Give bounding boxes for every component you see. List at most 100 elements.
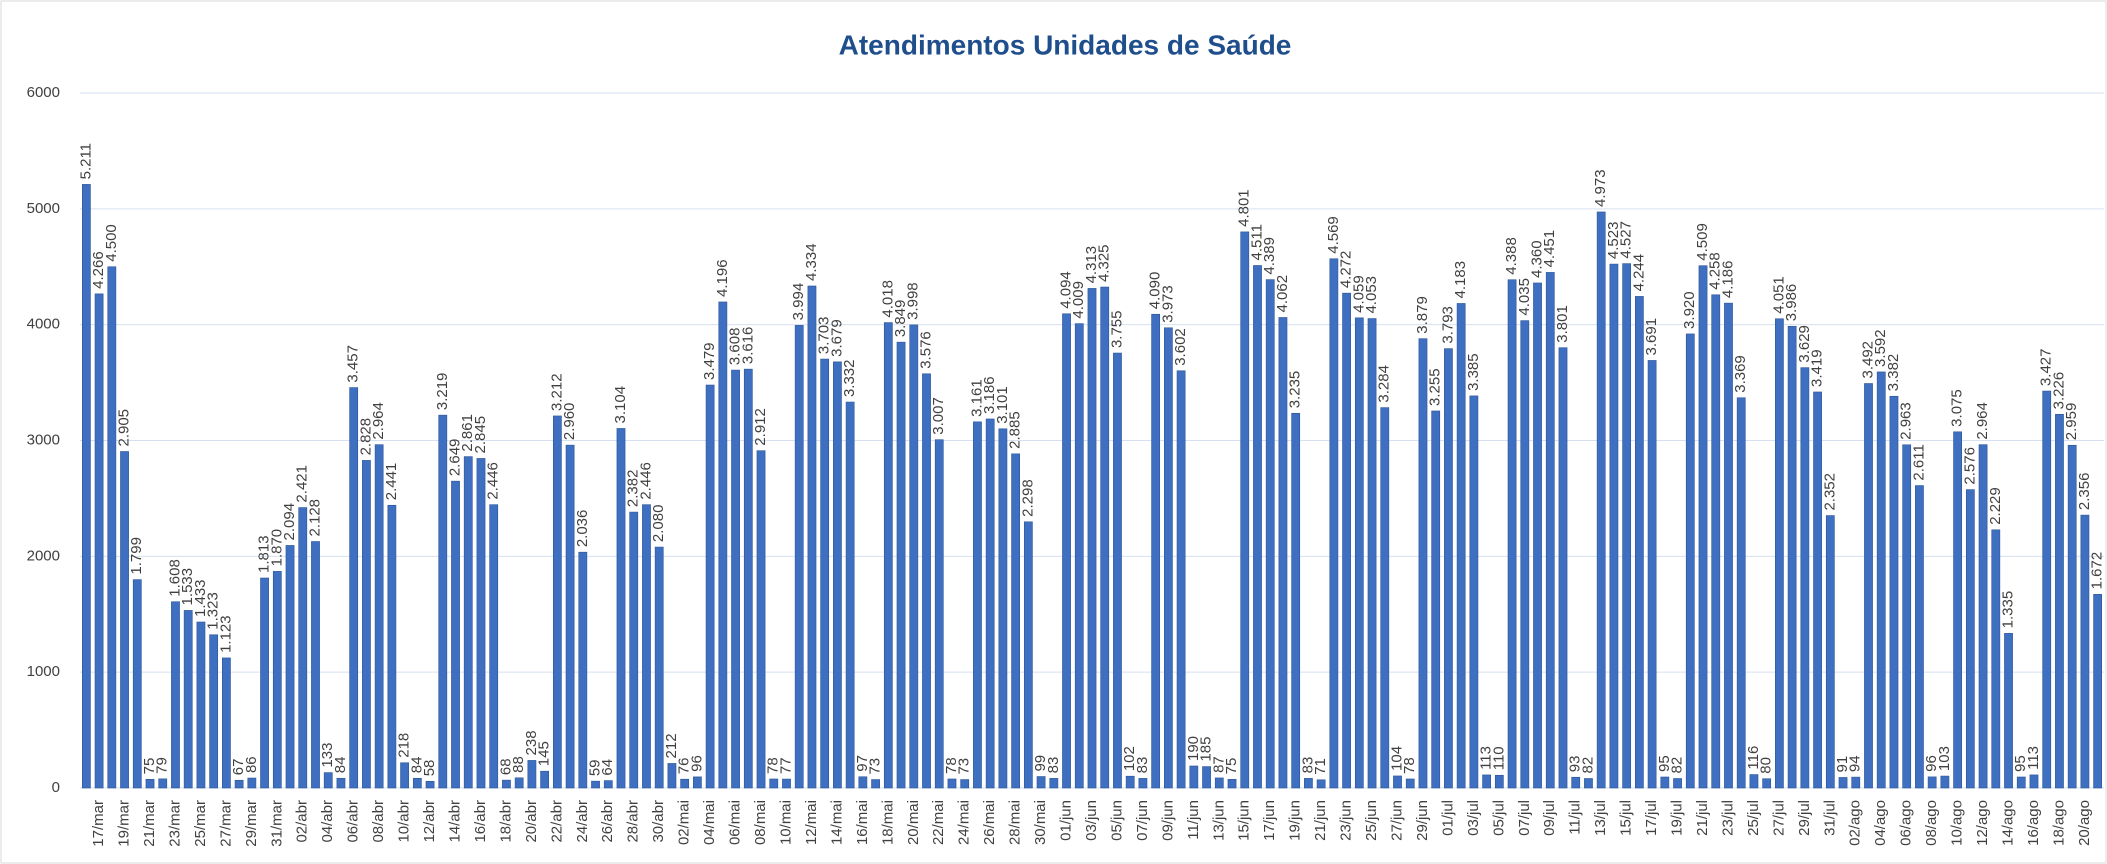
data-label: 3.576 — [917, 331, 934, 369]
bar — [1227, 779, 1237, 789]
data-label: 4.973 — [1592, 169, 1609, 207]
data-label: 113 — [2025, 746, 2042, 770]
x-tick-label: 29/jun — [1414, 800, 1431, 841]
bar — [769, 778, 779, 789]
data-label: 4.527 — [1618, 221, 1635, 259]
data-label: 102 — [1121, 746, 1138, 771]
x-tick-label: 26/abr — [599, 800, 616, 843]
data-label: 68 — [497, 758, 514, 775]
bar — [1176, 370, 1186, 789]
x-tick-label: 13/jul — [1592, 800, 1609, 836]
x-tick-label: 04/ago — [1872, 800, 1889, 846]
bar — [909, 324, 919, 789]
bar — [1622, 263, 1632, 789]
y-tick-label: 4000 — [27, 316, 60, 333]
x-tick-label: 20/mai — [905, 800, 922, 845]
bar — [1316, 779, 1326, 789]
x-tick-label: 07/jul — [1516, 800, 1533, 836]
data-label: 1.123 — [217, 615, 234, 653]
bar — [1927, 776, 1937, 789]
bar — [1023, 521, 1033, 789]
bar — [1304, 778, 1313, 789]
bar — [629, 511, 639, 789]
bar — [820, 358, 830, 789]
data-label: 3.973 — [1159, 285, 1176, 323]
bar — [1278, 317, 1288, 789]
bar — [1915, 485, 1924, 789]
data-label: 2.356 — [2076, 473, 2093, 511]
data-label: 2.845 — [472, 416, 489, 454]
y-tick-label: 6000 — [27, 84, 60, 101]
data-label: 3.219 — [434, 373, 451, 411]
data-label: 82 — [1669, 757, 1686, 774]
x-tick-label: 18/ago — [2050, 800, 2067, 846]
bar — [1813, 391, 1822, 789]
data-label: 94 — [1847, 755, 1864, 772]
bar — [922, 373, 931, 789]
bar — [1533, 282, 1542, 789]
data-label: 3.419 — [1809, 349, 1826, 387]
bar — [1520, 320, 1530, 789]
bar — [1775, 318, 1784, 789]
data-label: 3.629 — [1796, 325, 1813, 363]
data-label: 218 — [396, 733, 413, 758]
data-label: 3.492 — [1859, 341, 1876, 379]
data-label: 1.813 — [256, 535, 273, 573]
x-tick-label: 25/mar — [192, 800, 209, 847]
data-label: 75 — [1223, 758, 1240, 775]
data-label: 4.009 — [1070, 281, 1087, 319]
bar — [94, 293, 104, 789]
data-label: 84 — [408, 757, 425, 774]
x-tick-label: 23/jul — [1719, 800, 1736, 836]
data-label: 84 — [332, 757, 349, 774]
bar — [1749, 774, 1759, 789]
x-tick-label: 21/mar — [141, 800, 158, 847]
data-label: 2.885 — [1007, 411, 1024, 449]
data-label: 3.616 — [739, 327, 756, 365]
bar — [2093, 594, 2103, 789]
data-label: 4.059 — [1350, 275, 1367, 313]
x-tick-label: 17/jul — [1643, 800, 1660, 836]
bar — [438, 414, 448, 789]
data-label: 3.920 — [1681, 291, 1698, 329]
data-label: 3.457 — [345, 345, 362, 383]
data-label: 3.255 — [1427, 368, 1444, 406]
bar — [896, 341, 906, 789]
data-label: 3.104 — [612, 386, 629, 424]
bar — [1724, 302, 1733, 789]
x-tick-label: 10/abr — [396, 800, 413, 843]
data-label: 212 — [663, 733, 680, 758]
bar — [362, 460, 371, 789]
data-label: 3.101 — [994, 386, 1011, 424]
data-label: 1.323 — [205, 592, 222, 630]
data-label: 2.649 — [446, 439, 463, 477]
data-label: 2.080 — [650, 505, 667, 543]
bar — [1978, 444, 1988, 789]
data-label: 104 — [1388, 746, 1405, 771]
data-label: 4.500 — [103, 224, 120, 262]
bar — [1087, 288, 1097, 789]
bar — [1265, 279, 1275, 789]
x-tick-label: 12/abr — [421, 800, 438, 843]
bar — [2067, 444, 2077, 789]
x-tick-label: 16/ago — [2025, 800, 2042, 846]
bar — [1965, 489, 1975, 789]
data-label: 95 — [1656, 755, 1673, 772]
data-label: 96 — [1923, 755, 1940, 772]
bar — [1991, 529, 2001, 789]
bar — [1125, 775, 1135, 789]
x-tick-label: 09/jul — [1541, 800, 1558, 836]
data-label: 96 — [688, 755, 705, 772]
bar — [616, 428, 626, 789]
data-label: 3.161 — [968, 379, 985, 417]
x-tick-label: 14/abr — [446, 800, 463, 843]
data-label: 1.608 — [166, 559, 183, 597]
x-tick-label: 08/ago — [1923, 800, 1940, 846]
bar — [323, 772, 333, 789]
data-label: 2.611 — [1910, 444, 1927, 480]
data-label: 2.352 — [1821, 473, 1838, 511]
bar — [1113, 352, 1122, 789]
bar — [998, 428, 1008, 789]
data-label: 3.755 — [1108, 310, 1125, 348]
bar — [234, 779, 244, 789]
